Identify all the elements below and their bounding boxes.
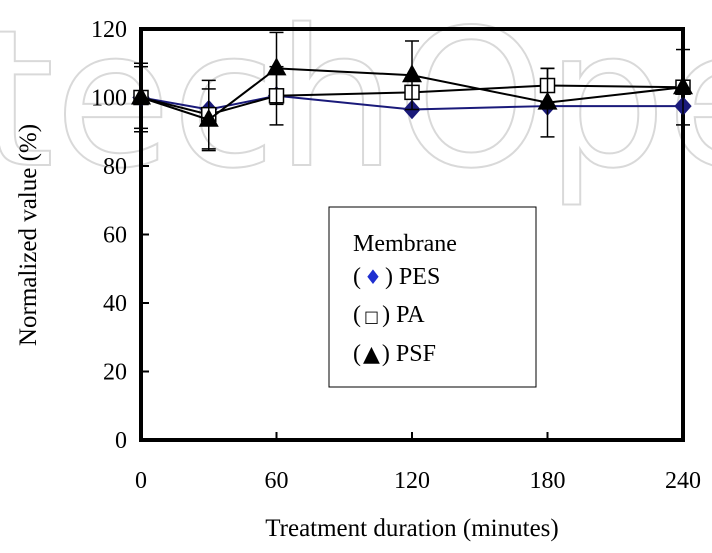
- legend-entry-psf: (▲) PSF: [353, 341, 436, 367]
- y-tick-label: 40: [103, 291, 127, 317]
- x-tick-label: 120: [394, 468, 430, 494]
- x-tick-label: 0: [135, 468, 147, 494]
- legend-entry-pes: (♦) PES: [353, 264, 440, 290]
- x-tick-label: 180: [530, 468, 566, 494]
- square-icon: □: [364, 307, 379, 326]
- legend-title: Membrane: [353, 231, 457, 257]
- y-tick-label: 60: [103, 223, 127, 249]
- x-tick-label: 60: [265, 468, 289, 494]
- x-tick-label: 240: [665, 468, 701, 494]
- legend-entry-pes-label: ) PES: [385, 264, 440, 290]
- y-tick-label: 120: [91, 17, 127, 43]
- x-axis-title: Treatment duration (minutes): [265, 515, 558, 542]
- triangle-icon: ▲: [363, 342, 380, 367]
- y-tick-label: 100: [91, 86, 127, 112]
- legend-entry-pes-open: (: [353, 264, 361, 290]
- legend-entry-psf-label: ) PSF: [382, 341, 436, 367]
- y-tick-label: 0: [115, 428, 127, 454]
- y-tick-label: 20: [103, 360, 127, 386]
- y-tick-label: 80: [103, 154, 127, 180]
- legend: Membrane (♦) PES (□) PA (▲) PSF: [329, 207, 536, 387]
- y-axis-title: Normalized value (%): [15, 124, 42, 346]
- legend-entry-pa-label: ) PA: [382, 302, 425, 328]
- legend-entry-psf-open: (: [353, 341, 361, 367]
- legend-entry-pa-open: (: [353, 302, 361, 328]
- diamond-icon: ♦: [364, 265, 382, 289]
